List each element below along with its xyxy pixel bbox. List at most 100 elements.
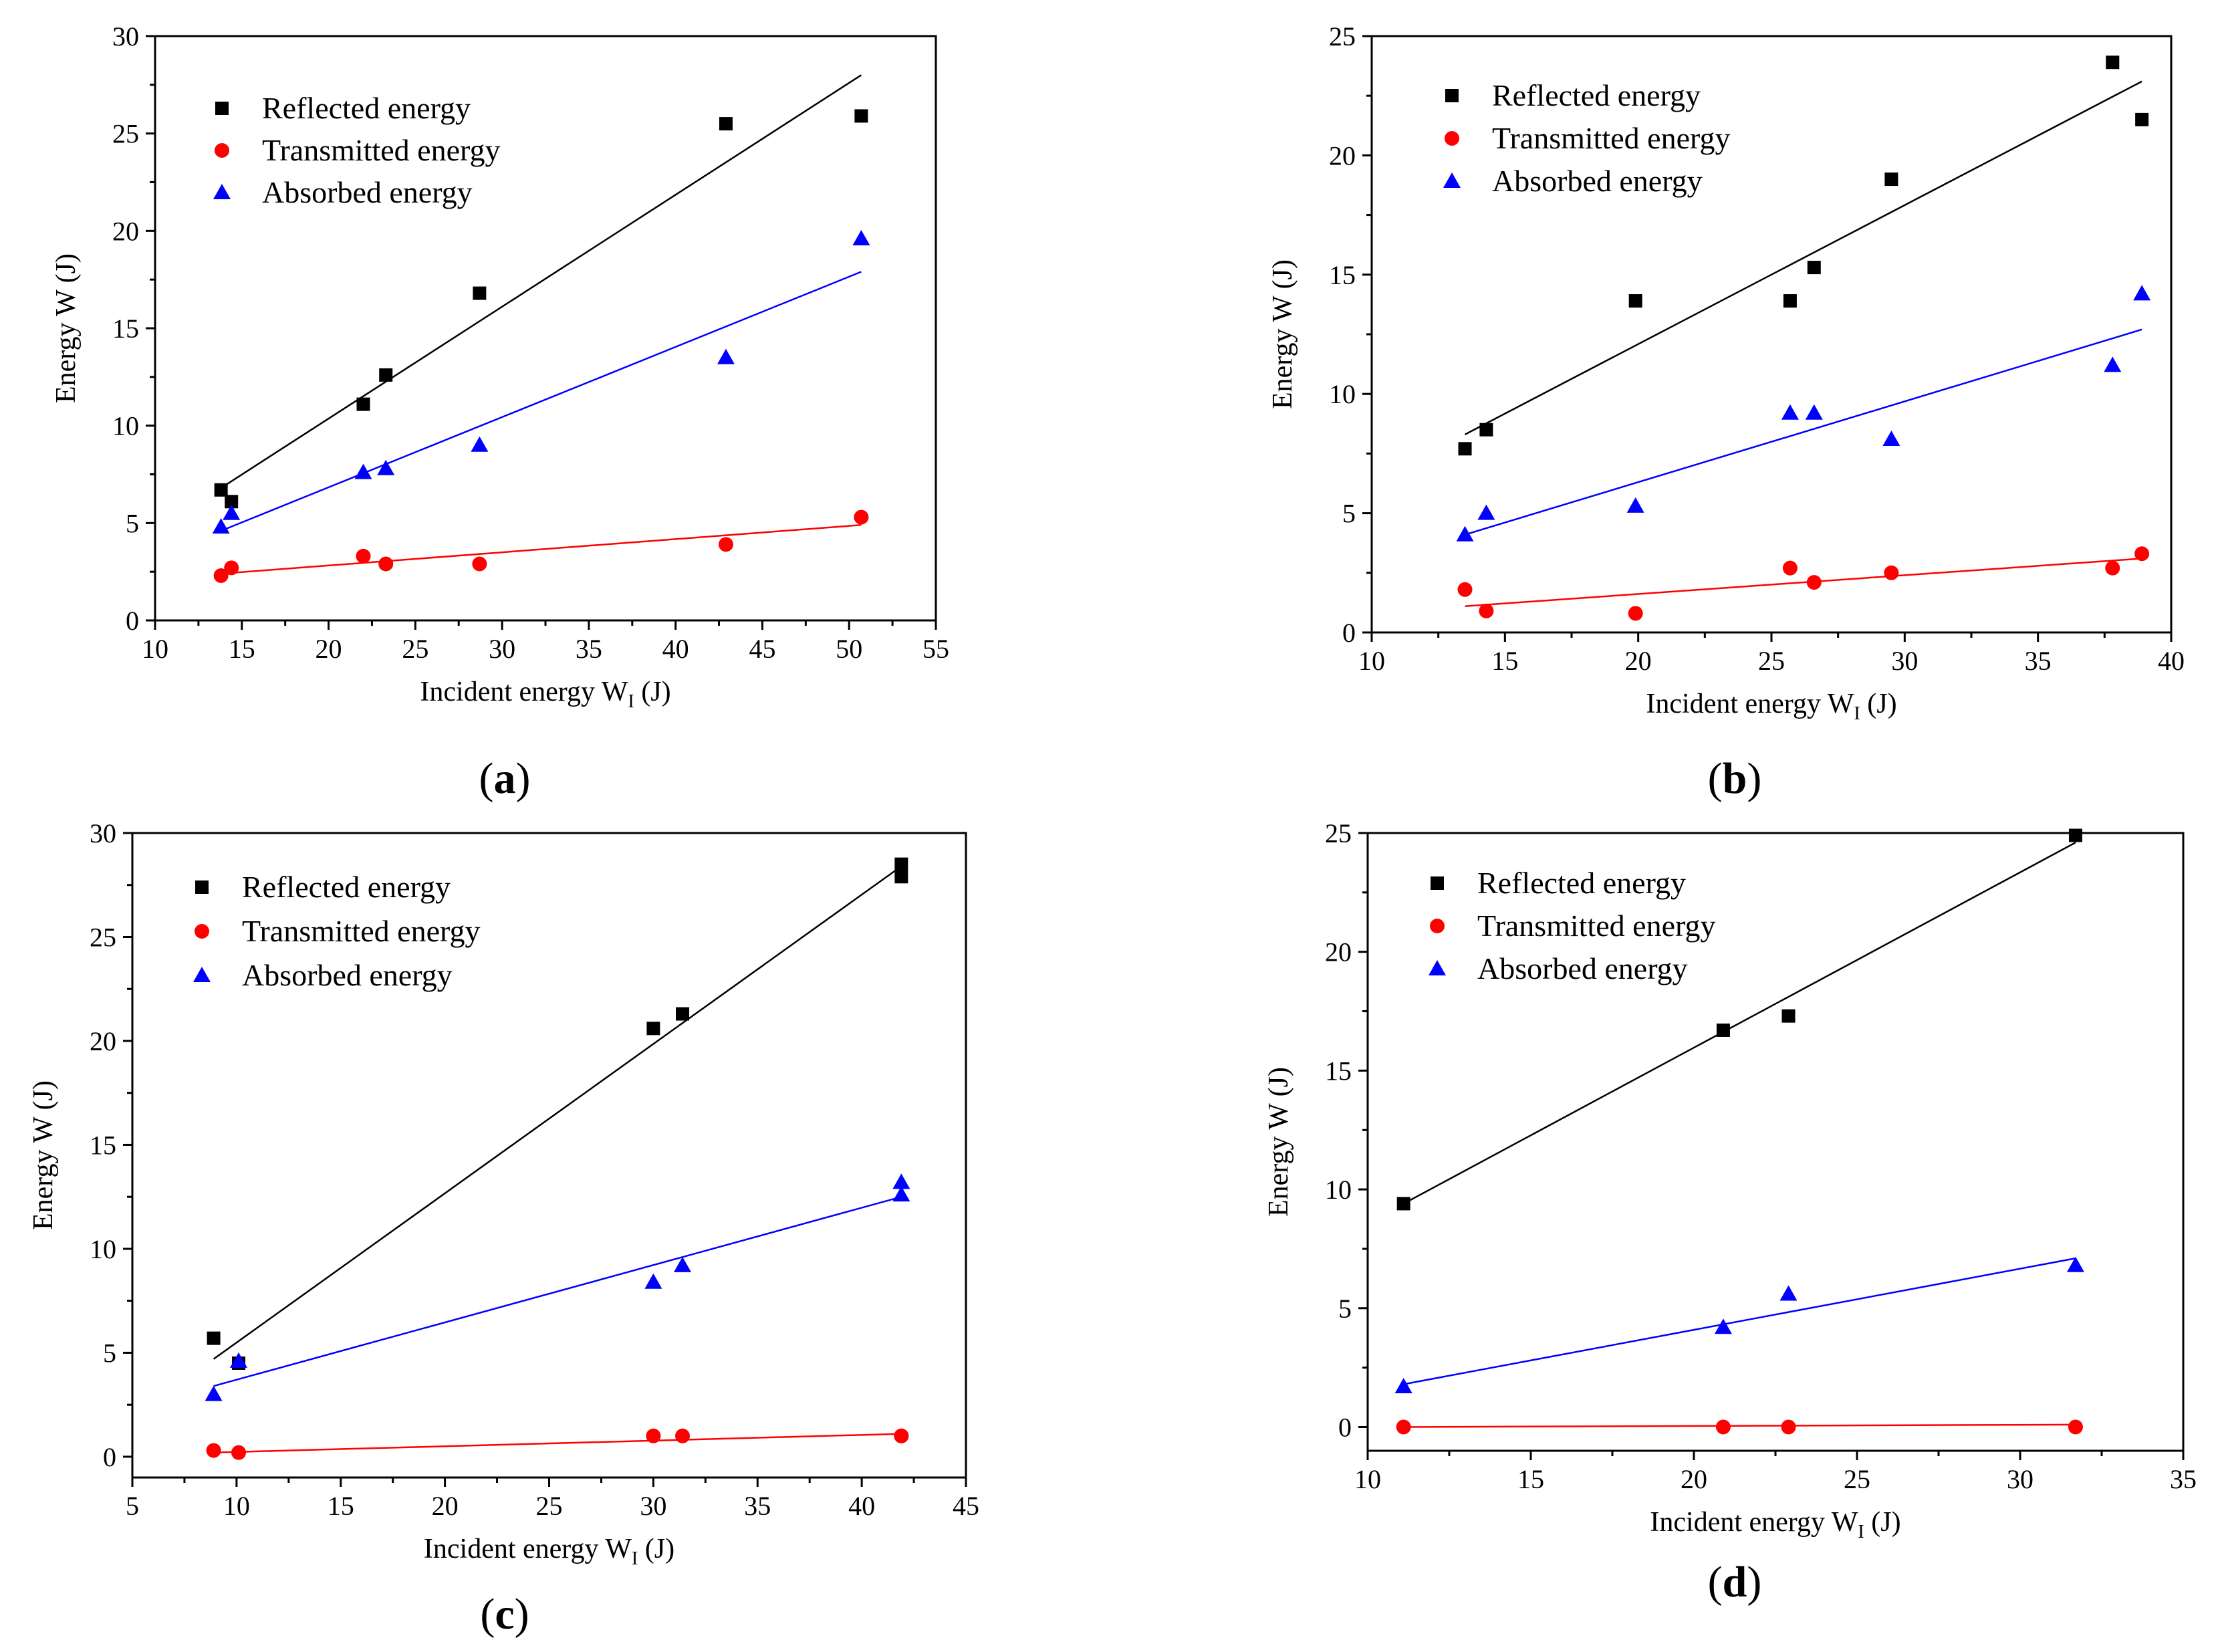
x-axis-title: Incident energy WI (J) — [424, 1534, 674, 1569]
x-axis-title: Incident energy WI (J) — [420, 677, 670, 712]
x-tick-label: 10 — [142, 634, 168, 664]
transmitted-point — [718, 537, 733, 552]
absorbed-point — [892, 1186, 910, 1202]
legend-absorbed-label: Absorbed energy — [262, 175, 473, 209]
x-tick-label: 25 — [1758, 646, 1785, 676]
legend-reflected-marker — [1431, 876, 1444, 890]
absorbed-point — [1394, 1378, 1412, 1394]
x-tick-label: 30 — [2007, 1464, 2033, 1494]
y-axis-title: Energy W (J) — [51, 253, 82, 403]
reflected-point — [207, 1331, 221, 1345]
legend-reflected-label: Reflected energy — [242, 870, 451, 904]
x-axis-title: Incident energy WI (J) — [1650, 1507, 1900, 1542]
transmitted-point — [1715, 1419, 1731, 1435]
transmitted-point — [1457, 582, 1473, 597]
x-tick-label: 40 — [848, 1491, 875, 1521]
reflected-point — [379, 368, 393, 382]
reflected-point — [356, 397, 370, 411]
legend-absorbed-label: Absorbed energy — [1492, 164, 1703, 198]
legend-reflected-marker — [195, 880, 209, 894]
y-axis-title: Energy W (J) — [1263, 1067, 1294, 1217]
y-tick-label: 5 — [126, 508, 139, 538]
reflected-point — [1479, 423, 1493, 437]
x-tick-label: 5 — [126, 1491, 139, 1521]
legend-absorbed-marker — [193, 967, 211, 982]
absorbed-point — [674, 1256, 692, 1272]
legend-absorbed-label: Absorbed energy — [1477, 951, 1688, 985]
absorbed-point — [354, 463, 372, 479]
y-tick-label: 15 — [1329, 260, 1356, 290]
reflected-point — [1628, 294, 1642, 308]
panel-label: (b) — [1708, 754, 1762, 803]
absorbed-point — [1714, 1318, 1732, 1334]
x-tick-label: 35 — [576, 634, 602, 664]
transmitted-point — [1806, 575, 1822, 590]
transmitted-point — [206, 1443, 221, 1458]
x-tick-label: 45 — [749, 634, 775, 664]
panel-label: (c) — [480, 1590, 529, 1639]
y-tick-label: 30 — [112, 21, 139, 51]
absorbed-point — [717, 348, 735, 364]
transmitted-point — [1782, 560, 1798, 576]
reflected-point — [2135, 112, 2149, 126]
absorbed-fit-line — [221, 271, 862, 532]
x-tick-label: 25 — [1844, 1464, 1870, 1494]
y-tick-label: 5 — [103, 1338, 116, 1368]
reflected-point — [214, 483, 228, 497]
legend-reflected-label: Reflected energy — [1492, 78, 1701, 112]
y-tick-label: 0 — [126, 606, 139, 636]
transmitted-point — [213, 568, 229, 583]
absorbed-fit-line — [1465, 328, 2142, 536]
absorbed-fit-line — [213, 1195, 902, 1387]
panel-label: (d) — [1708, 1558, 1762, 1607]
absorbed-point — [2133, 285, 2151, 301]
x-tick-label: 40 — [2158, 646, 2185, 676]
x-tick-label: 20 — [432, 1491, 459, 1521]
legend-transmitted-marker — [1430, 919, 1445, 933]
x-tick-label: 10 — [1354, 1464, 1381, 1494]
x-tick-label: 15 — [328, 1491, 354, 1521]
y-tick-label: 10 — [1329, 379, 1356, 409]
x-tick-label: 55 — [922, 634, 949, 664]
x-tick-label: 30 — [489, 634, 515, 664]
absorbed-point — [1882, 430, 1900, 446]
y-tick-label: 5 — [1338, 1294, 1352, 1324]
transmitted-point — [1396, 1419, 1411, 1435]
transmitted-point — [646, 1428, 661, 1443]
transmitted-point — [224, 560, 239, 576]
x-tick-label: 25 — [402, 634, 428, 664]
absorbed-point — [377, 459, 395, 475]
legend-reflected-marker — [215, 102, 229, 115]
reflected-point — [1807, 261, 1821, 275]
x-tick-label: 25 — [536, 1491, 563, 1521]
transmitted-fit-line — [213, 1433, 902, 1453]
y-tick-label: 20 — [1325, 937, 1352, 967]
x-tick-label: 30 — [1891, 646, 1918, 676]
absorbed-point — [471, 436, 489, 452]
reflected-point — [1783, 294, 1797, 308]
y-axis-title: Energy W (J) — [28, 1080, 59, 1230]
legend-transmitted-label: Transmitted energy — [242, 914, 480, 948]
absorbed-point — [1477, 504, 1495, 520]
absorbed-point — [852, 229, 870, 245]
legend-reflected-label: Reflected energy — [1477, 866, 1686, 900]
y-tick-label: 25 — [112, 119, 139, 149]
legend-absorbed-marker — [1443, 172, 1461, 188]
reflected-point — [1458, 442, 1472, 456]
transmitted-fit-line — [221, 524, 862, 575]
reflected-point — [2068, 828, 2082, 842]
absorbed-point — [212, 518, 230, 534]
reflected-point — [1716, 1023, 1730, 1037]
transmitted-fit-line — [1403, 1423, 2076, 1428]
transmitted-point — [1781, 1419, 1796, 1435]
reflected-fit-line — [1403, 842, 2076, 1205]
y-axis-title: Energy W (J) — [1267, 259, 1298, 409]
y-tick-label: 25 — [1325, 818, 1352, 848]
legend-absorbed-marker — [213, 184, 231, 199]
panel-b: 10 15 20 25 30 35 40 0 5 10 15 20 25 Incident energy … — [1267, 21, 2185, 803]
transmitted-point — [2105, 560, 2120, 576]
legend-transmitted-marker — [215, 143, 229, 158]
transmitted-point — [675, 1428, 691, 1443]
